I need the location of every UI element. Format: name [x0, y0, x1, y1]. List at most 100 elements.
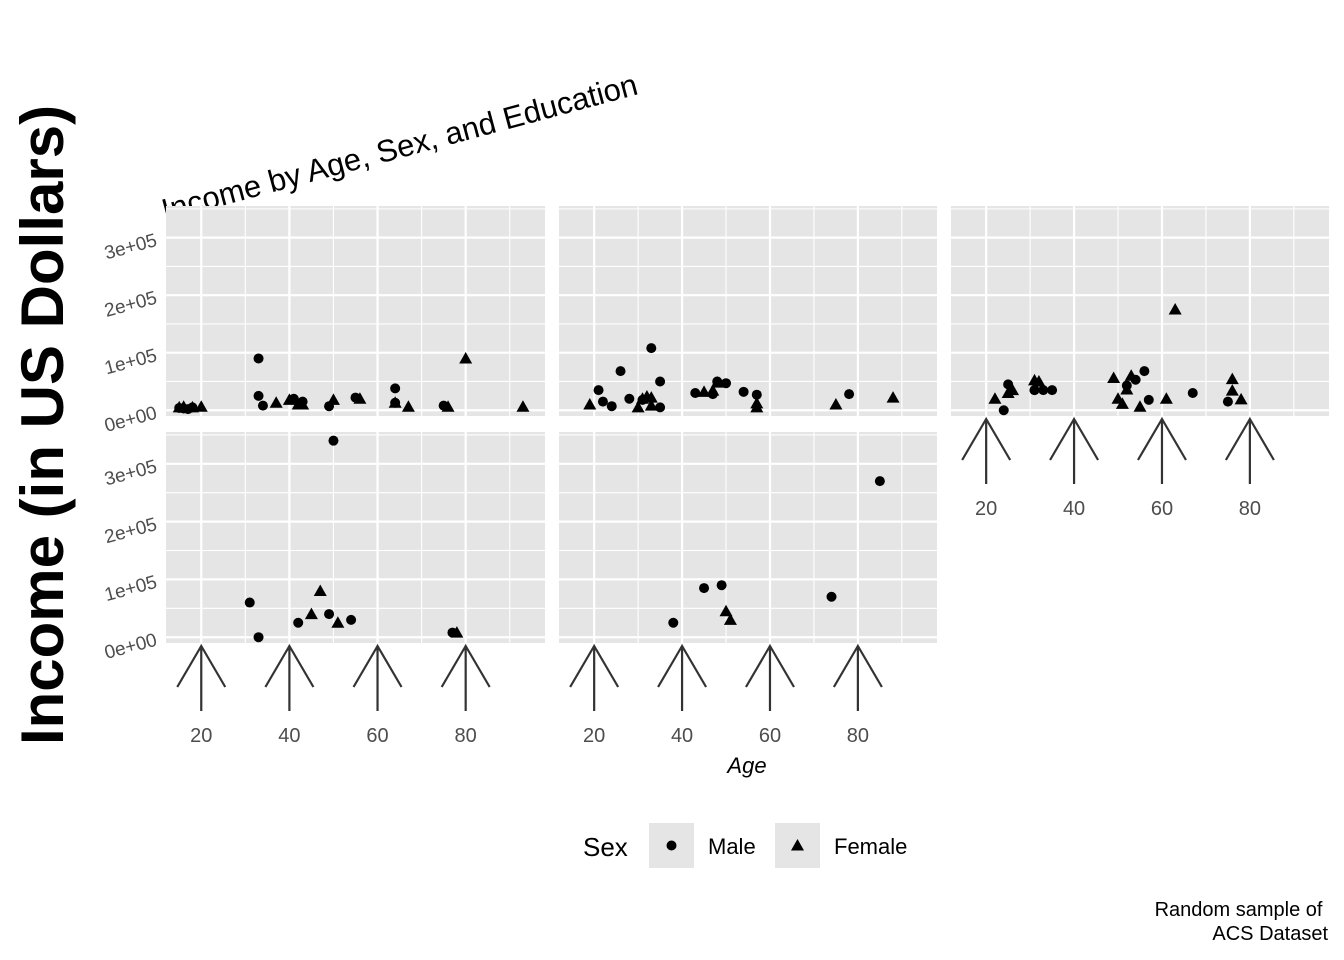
- male-point: [668, 617, 679, 628]
- male-point: [1187, 387, 1198, 398]
- male-point: [1139, 366, 1150, 377]
- x-tick-arrow: [961, 416, 1012, 484]
- female-point: [177, 400, 191, 412]
- female-point: [194, 400, 208, 412]
- female-point: [304, 607, 318, 620]
- x-tick-arrow: [264, 643, 315, 711]
- x-tick-label: 80: [1239, 498, 1261, 520]
- y-tick-label: 3e+05: [102, 456, 159, 490]
- y-tick-label: 0e+00: [102, 403, 159, 437]
- y-tick-label: 2e+05: [102, 514, 159, 548]
- female-point: [723, 613, 737, 625]
- male-point: [597, 396, 608, 407]
- male-point: [844, 389, 855, 400]
- female-point: [326, 393, 340, 405]
- female-point: [1124, 369, 1138, 381]
- male-point: [1029, 385, 1040, 396]
- x-tick-label: 60: [759, 725, 781, 747]
- male-point: [253, 353, 264, 364]
- female-point: [631, 400, 645, 413]
- female-point: [1168, 303, 1182, 315]
- female-point: [829, 397, 843, 410]
- y-axis-title: Income (in US Dollars): [9, 105, 76, 745]
- female-point: [1159, 392, 1173, 404]
- male-point: [624, 393, 635, 404]
- x-tick-label: 60: [366, 725, 388, 747]
- x-tick-label: 40: [278, 725, 300, 747]
- female-point: [1234, 392, 1248, 405]
- female-point: [988, 392, 1002, 404]
- female-point: [710, 376, 724, 388]
- female-point: [313, 584, 327, 596]
- male-point: [1038, 385, 1049, 396]
- female-point: [1115, 397, 1129, 409]
- legend: Sex Male Female: [583, 823, 907, 868]
- panel-1: 0e+00 1e+05 2e+05 3e+05: [102, 206, 545, 437]
- female-point: [185, 400, 199, 413]
- female-point: [583, 397, 597, 410]
- y-tick-label: 3e+05: [102, 230, 159, 264]
- x-tick-label: 20: [583, 725, 605, 747]
- caption: Random sample of ACS Dataset: [1155, 899, 1329, 945]
- x-axis-title: Age: [725, 753, 766, 778]
- x-tick-label: 40: [1063, 498, 1085, 520]
- panels-layer: 0e+00 1e+05 2e+05 3e+05 20 40 60 80 0e+00 1e+05 2e…: [102, 206, 1329, 747]
- male-point: [328, 435, 339, 446]
- female-point: [296, 397, 310, 410]
- male-point: [738, 386, 749, 397]
- female-point: [1032, 374, 1046, 387]
- female-point: [1107, 371, 1121, 384]
- male-point: [346, 614, 357, 625]
- female-point: [750, 400, 764, 413]
- female-point: [353, 392, 367, 404]
- female-point: [388, 396, 402, 408]
- female-point: [450, 626, 464, 638]
- female-point: [644, 399, 658, 411]
- male-point: [646, 343, 657, 354]
- female-point: [1225, 384, 1239, 396]
- male-point: [690, 387, 701, 398]
- x-tick-arrow: [569, 643, 620, 711]
- female-point: [331, 616, 345, 628]
- male-point: [716, 580, 727, 591]
- female-point: [401, 400, 415, 412]
- x-tick-arrow: [745, 643, 795, 711]
- female-point: [1006, 383, 1020, 396]
- male-point: [751, 389, 762, 400]
- x-tick-arrow: [1224, 416, 1275, 484]
- female-point: [269, 396, 283, 408]
- panel-5: 20 40 60 80: [559, 432, 937, 747]
- male-point: [253, 390, 264, 401]
- x-tick-label: 80: [847, 725, 869, 747]
- female-point: [1133, 400, 1147, 412]
- male-point: [874, 476, 885, 487]
- female-point: [441, 400, 455, 412]
- legend-triangle-icon: [791, 839, 804, 851]
- male-point: [998, 405, 1009, 416]
- legend-label-female: Female: [834, 834, 907, 859]
- female-point: [516, 400, 530, 412]
- male-point: [244, 597, 255, 608]
- male-point: [615, 366, 626, 377]
- legend-circle-icon: [666, 840, 677, 851]
- x-tick-arrow: [1049, 416, 1100, 484]
- x-tick-label: 20: [190, 725, 212, 747]
- male-point: [324, 609, 335, 620]
- female-point: [697, 385, 711, 397]
- male-point: [826, 591, 837, 602]
- male-point: [655, 376, 666, 387]
- male-point: [655, 402, 666, 413]
- female-point: [1120, 383, 1134, 395]
- caption-line-2: ACS Dataset: [1212, 923, 1328, 945]
- x-tick-arrow: [440, 643, 491, 711]
- y-tick-label: 2e+05: [102, 288, 159, 322]
- chart-title: Income by Age, Sex, and Education: [158, 67, 641, 228]
- female-point: [886, 391, 900, 403]
- panel-4: 0e+00 1e+05 2e+05 3e+05 20 40 60 80: [102, 432, 545, 747]
- female-point: [282, 393, 296, 405]
- male-point: [1047, 385, 1058, 396]
- male-point: [390, 383, 401, 394]
- female-point: [644, 391, 658, 403]
- legend-label-male: Male: [708, 834, 756, 859]
